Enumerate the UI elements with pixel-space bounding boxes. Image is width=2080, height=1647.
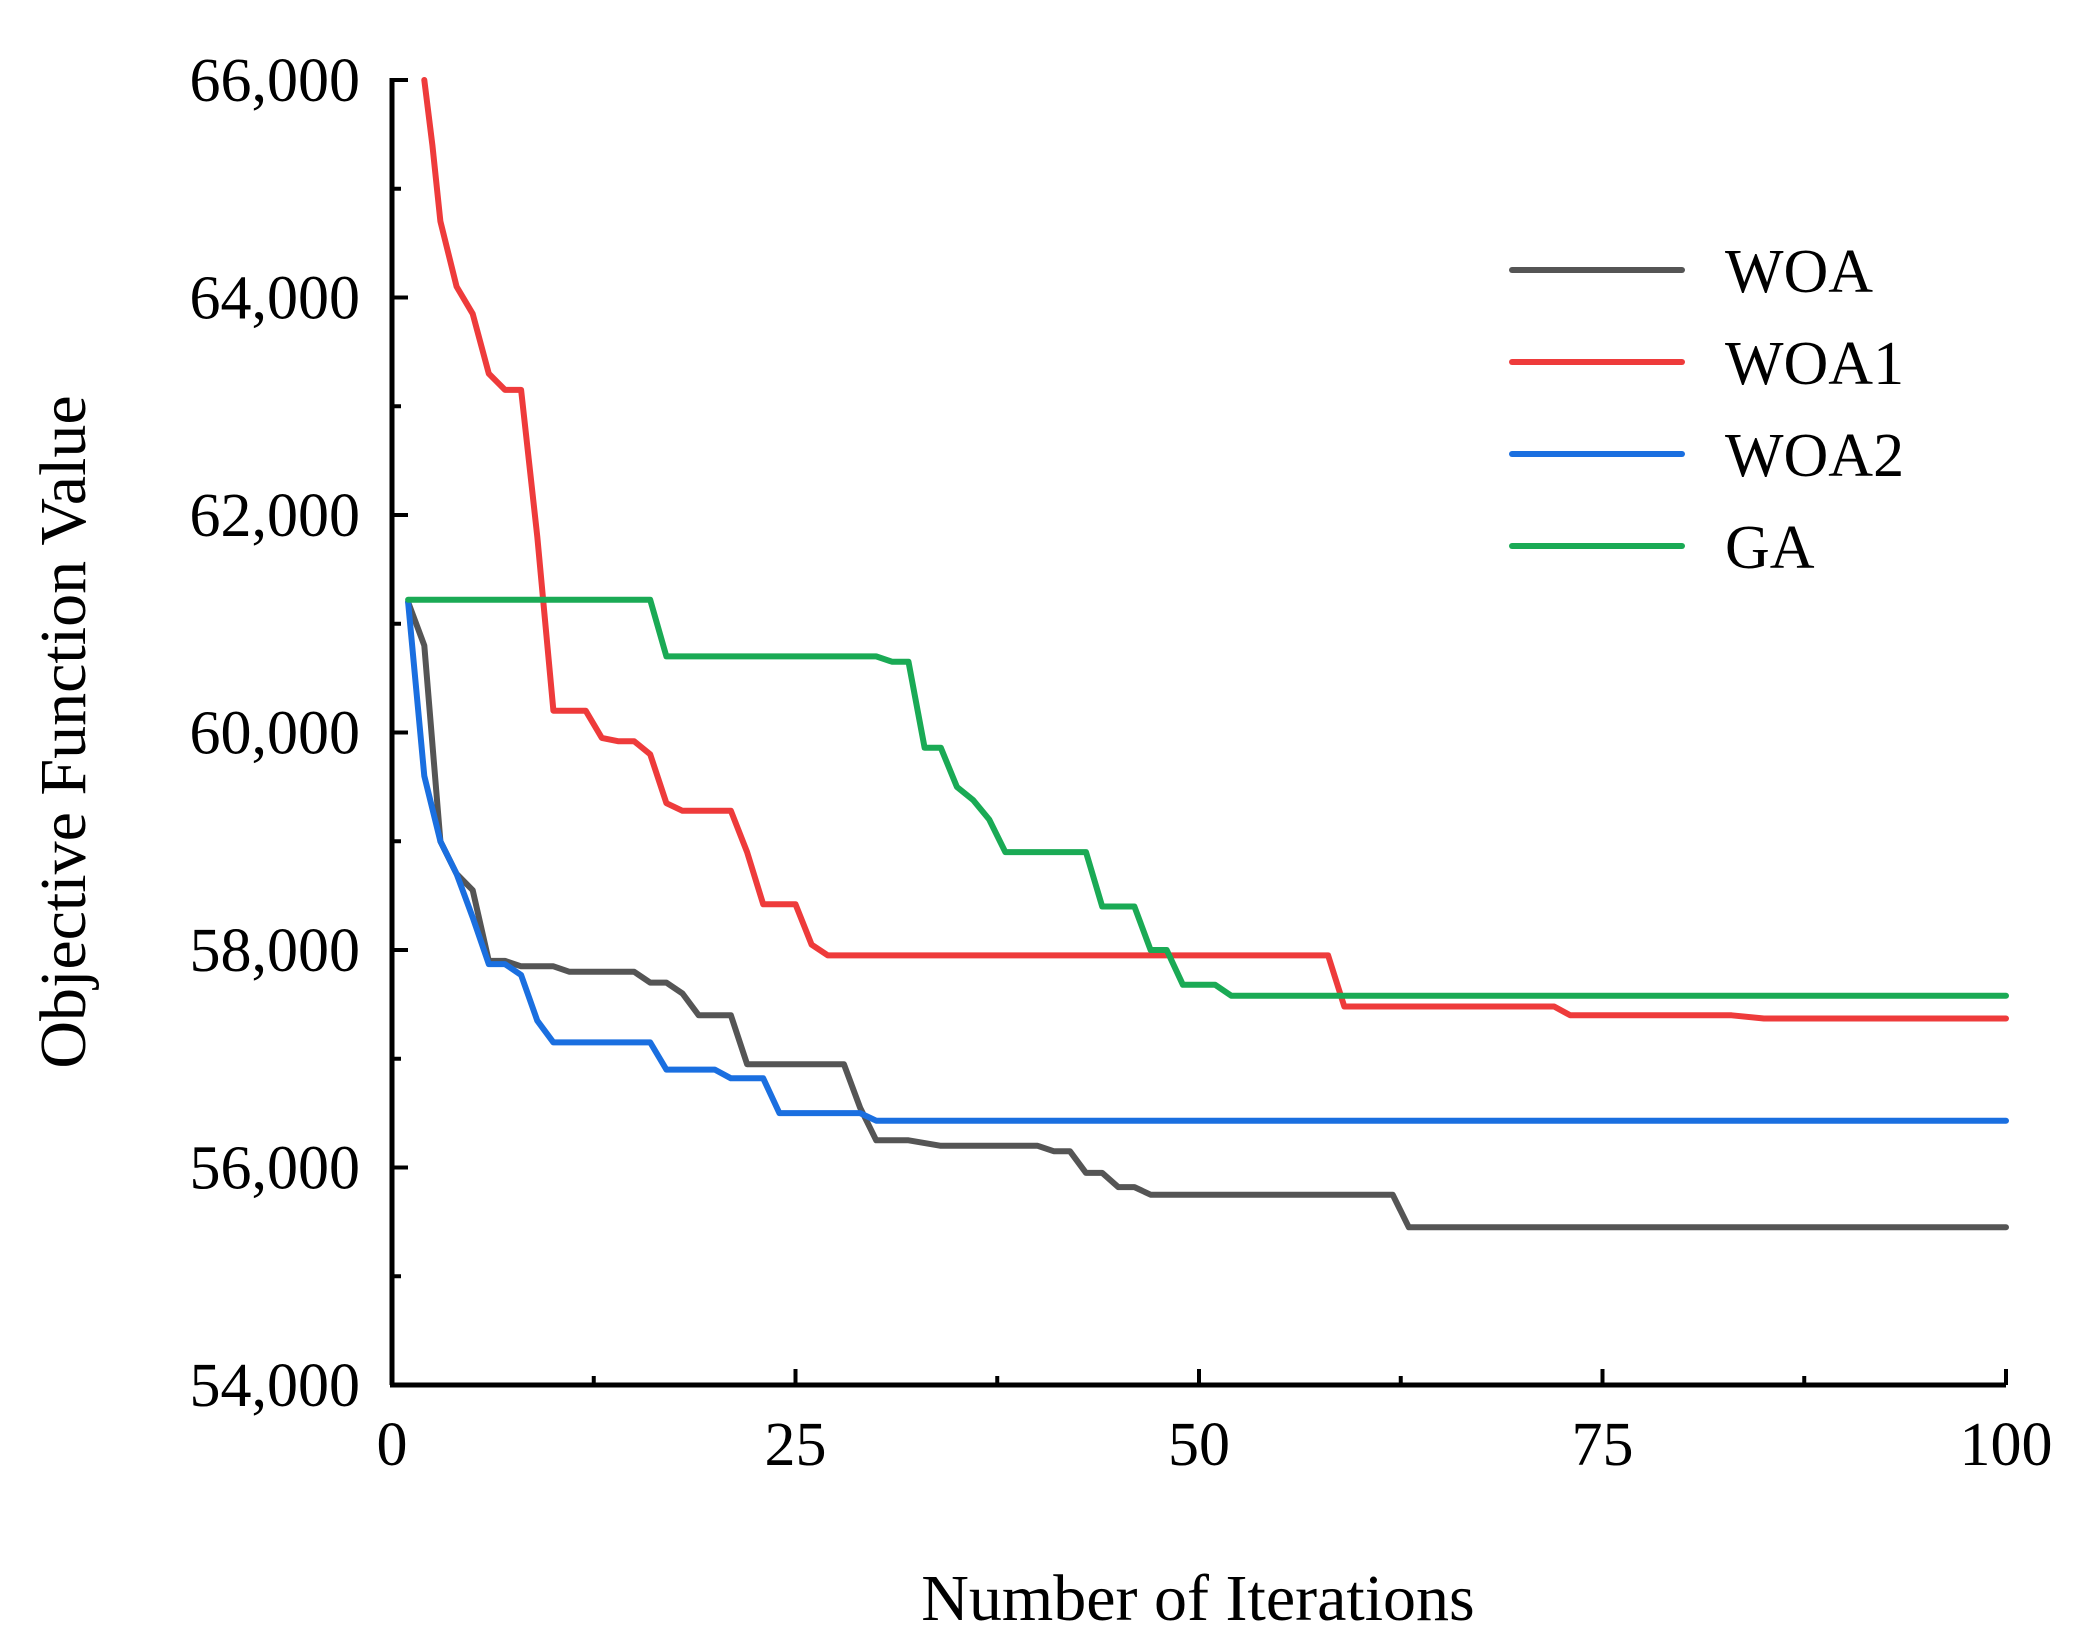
y-axis-title: Objective Function Value <box>27 395 100 1068</box>
y-tick-label: 56,000 <box>190 1135 361 1203</box>
series-line-ga <box>405 596 2009 999</box>
legend-label-woa2: WOA2 <box>1725 422 1904 490</box>
y-tick-label: 58,000 <box>190 917 361 985</box>
x-tick-label: 100 <box>1960 1411 2053 1479</box>
legend-label-woa: WOA <box>1725 238 1873 306</box>
y-tick-label: 54,000 <box>190 1352 361 1420</box>
y-tick-label: 64,000 <box>190 265 361 333</box>
legend: WOA WOA1 WOA2 GA <box>1509 238 1904 582</box>
legend-label-ga: GA <box>1725 514 1815 582</box>
y-tick-label: 66,000 <box>190 47 361 115</box>
x-tick-label: 50 <box>1168 1411 1230 1479</box>
x-tick-label: 0 <box>377 1411 408 1479</box>
x-tick-label: 25 <box>765 1411 827 1479</box>
tick-labels-layer: 54,000 56,000 58,000 60,000 62,000 64,000 66,0… <box>190 47 2053 1479</box>
x-tick-label: 75 <box>1572 1411 1634 1479</box>
y-tick-label: 62,000 <box>190 482 361 550</box>
x-axis-title: Number of Iterations <box>921 1562 1475 1635</box>
series-layer <box>405 77 2009 1231</box>
series-line-woa1 <box>421 77 2009 1022</box>
series-line-woa <box>405 599 2009 1231</box>
series-line-woa2 <box>405 599 2009 1124</box>
y-tick-label: 60,000 <box>190 700 361 768</box>
ticks-layer <box>390 78 2008 1387</box>
legend-label-woa1: WOA1 <box>1725 330 1904 398</box>
